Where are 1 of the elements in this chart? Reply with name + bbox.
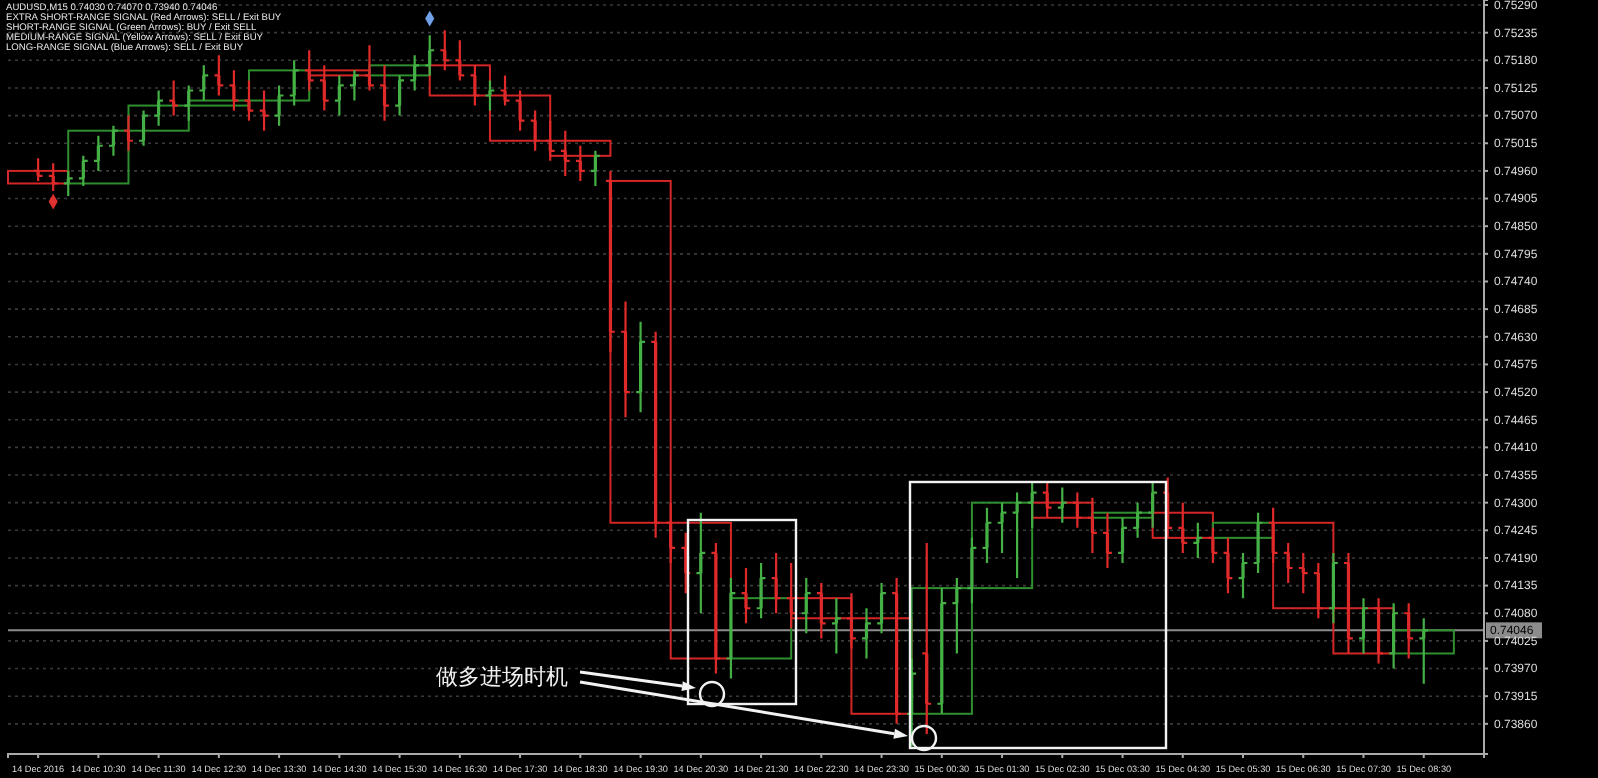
annotation: 做多进场时机: [436, 664, 568, 690]
